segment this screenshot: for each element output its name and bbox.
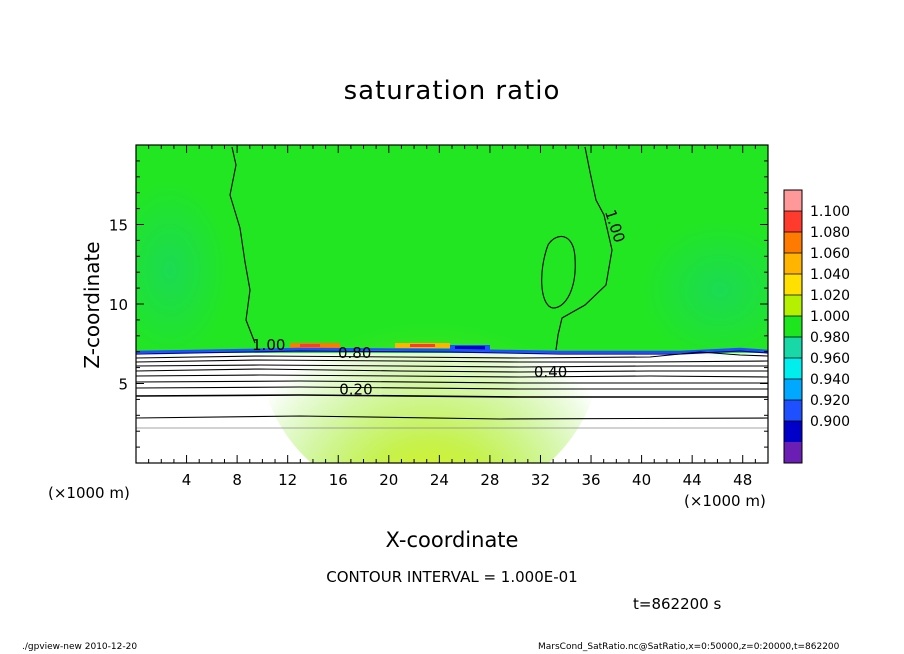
- x-tick-label: 40: [632, 471, 651, 489]
- colorbar-swatch: [784, 337, 802, 359]
- contour-0.30: [136, 386, 768, 390]
- x-tick-label: 44: [683, 471, 702, 489]
- x-tick-label: 36: [581, 471, 600, 489]
- contour-label: 0.20: [339, 381, 372, 399]
- contour-label-text: 1.00: [252, 336, 285, 354]
- colorbar-swatch: [784, 253, 802, 275]
- colorbar-swatch: [784, 211, 802, 233]
- hot-spot-4: [410, 344, 435, 347]
- colorbar-frame: [783, 189, 803, 464]
- hot-spot-2: [300, 344, 320, 347]
- colorbar-label: 1.000: [810, 309, 850, 325]
- contour-1.00-right: [555, 146, 613, 351]
- chart-title: saturation ratio: [343, 76, 561, 106]
- x-ticks: 4 8 12 16 20 24 28 32 36 40 44 48: [148, 145, 756, 489]
- colorbar-label: 1.100: [810, 204, 850, 220]
- x-tick-label: 8: [232, 471, 242, 489]
- colorbar: 1.100 1.080 1.060 1.040 1.020 1.000 0.980 0.960…: [783, 189, 850, 464]
- x-axis-label: X-coordinate: [385, 528, 519, 552]
- colorbar-label: 1.040: [810, 267, 850, 283]
- contour-0.60: [136, 368, 768, 373]
- contour-label-text: 0.40: [534, 363, 567, 381]
- colorbar-swatch: [784, 421, 802, 443]
- contour-1.00-left: [229, 146, 256, 344]
- x-unit-label-right: (×1000 m): [684, 492, 766, 510]
- x-unit-label-left: (×1000 m): [48, 484, 130, 502]
- cloud-base-edge: [136, 350, 768, 355]
- right-cool-patch: [640, 220, 768, 360]
- y-tick-label: 5: [118, 376, 128, 394]
- cold-spot-2: [455, 346, 485, 350]
- contour-label: 1.00: [252, 336, 285, 354]
- footer-left-text: ./gpview-new 2010-12-20: [22, 642, 138, 652]
- contour-label-text: 0.80: [338, 344, 371, 362]
- contour-label-text: 0.20: [339, 381, 372, 399]
- contour-0.50: [136, 374, 768, 378]
- colorbar-swatch: [784, 379, 802, 401]
- contour-label: 0.80: [338, 344, 371, 362]
- colorbar-swatch: [784, 190, 802, 212]
- colorbar-label: 1.060: [810, 246, 850, 262]
- colorbar-label: 1.020: [810, 288, 850, 304]
- y-tick-label: 10: [109, 296, 128, 314]
- x-tick-label: 12: [278, 471, 297, 489]
- y-ticks: 5 10 15: [109, 160, 768, 448]
- contour-0.70: [136, 364, 768, 368]
- footer-right-text: MarsCond_SatRatio.nc@SatRatio,x=0:50000,…: [538, 642, 840, 652]
- x-tick-label: 28: [480, 471, 499, 489]
- contour-0.10: [136, 415, 768, 420]
- contour-interval-text: CONTOUR INTERVAL = 1.000E-01: [326, 568, 578, 586]
- x-tick-label: 48: [733, 471, 752, 489]
- colorbar-label: 1.080: [810, 225, 850, 241]
- contour-label: 0.40: [534, 363, 567, 381]
- colorbar-label: 0.960: [810, 351, 850, 367]
- contour-0.20: [136, 394, 768, 398]
- y-tick-label: 15: [109, 217, 128, 235]
- colorbar-swatch: [784, 400, 802, 422]
- contour-0.90: [136, 351, 768, 359]
- heatmap-field: [136, 145, 768, 463]
- x-tick-label: 16: [329, 471, 348, 489]
- colorbar-swatch: [784, 442, 802, 464]
- x-tick-label: 20: [379, 471, 398, 489]
- colorbar-label: 0.920: [810, 393, 850, 409]
- colorbar-swatch: [784, 316, 802, 338]
- colorbar-label: 0.900: [810, 414, 850, 430]
- colorbar-swatch: [784, 232, 802, 254]
- colorbar-label: 0.980: [810, 330, 850, 346]
- x-tick-label: 32: [531, 471, 550, 489]
- colorbar-label: 0.940: [810, 372, 850, 388]
- contour-lines: [136, 146, 768, 429]
- time-label: t=862200 s: [633, 595, 722, 613]
- contour-1.00-closed: [541, 235, 576, 309]
- colorbar-swatch: [784, 274, 802, 296]
- left-cool-patch: [136, 180, 230, 360]
- colorbar-swatch: [784, 295, 802, 317]
- x-tick-label: 24: [430, 471, 449, 489]
- colorbar-swatch: [784, 358, 802, 380]
- cloud-base-band: [136, 347, 768, 354]
- contour-0.40: [136, 380, 768, 384]
- x-tick-label: 4: [182, 471, 192, 489]
- contour-0.80: [136, 359, 768, 363]
